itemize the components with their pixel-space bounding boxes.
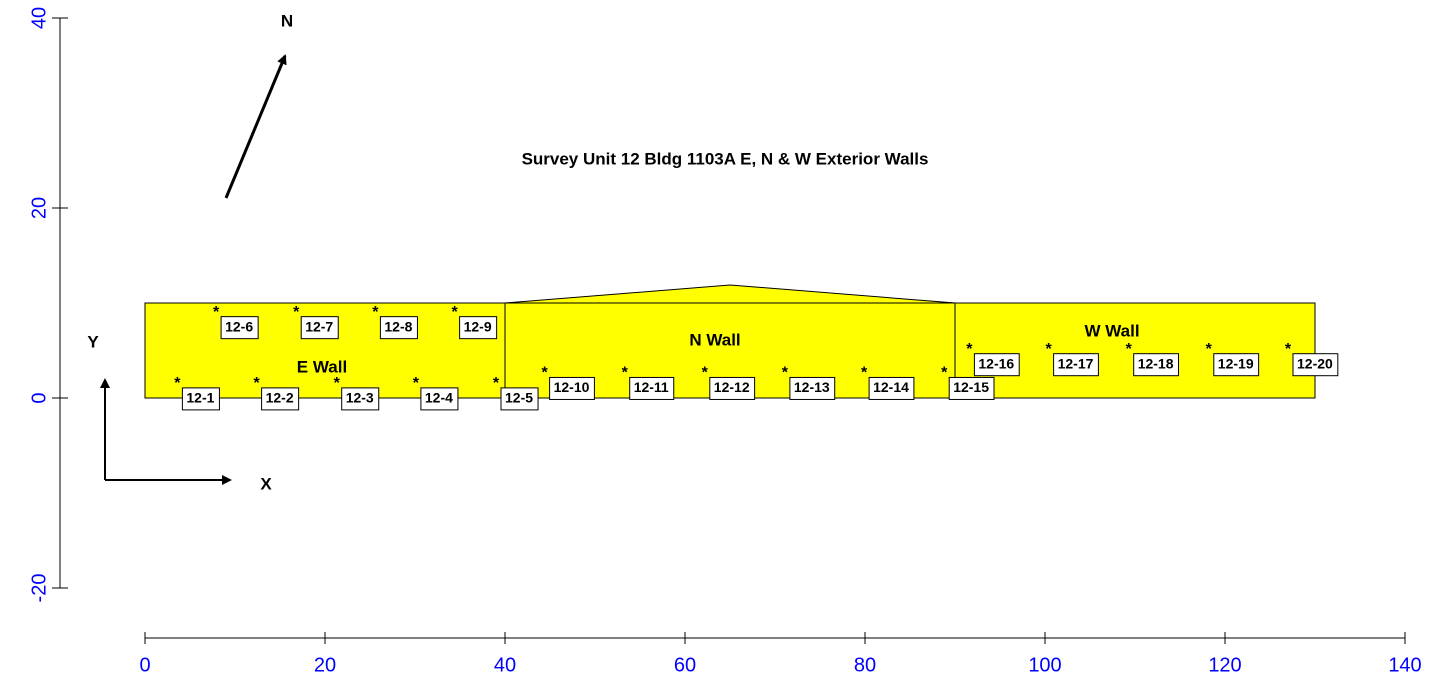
point-label-box <box>868 376 915 400</box>
point-label: 12-18 <box>1138 355 1174 371</box>
survey-point: * <box>1045 341 1052 358</box>
y-axis-label: Y <box>87 332 99 351</box>
y-tick-label: 40 <box>28 7 50 29</box>
survey-point: * <box>782 365 789 382</box>
point-label-box <box>1292 353 1339 377</box>
x-tick-label: 60 <box>674 654 696 676</box>
point-label-box <box>500 387 539 411</box>
point-label: 12-15 <box>953 379 989 395</box>
point-label: 12-6 <box>225 318 253 334</box>
x-tick-label: 120 <box>1208 654 1241 676</box>
point-label: 12-19 <box>1218 355 1254 371</box>
survey-point: * <box>213 304 220 321</box>
survey-point: * <box>702 365 709 382</box>
point-label: 12-14 <box>873 379 909 395</box>
wall-label: N Wall <box>689 330 740 349</box>
point-label: 12-2 <box>266 390 294 406</box>
survey-point: * <box>413 375 420 392</box>
point-label: 12-9 <box>464 318 492 334</box>
survey-point: * <box>451 304 458 321</box>
survey-point: * <box>334 375 341 392</box>
point-label-box <box>181 387 220 411</box>
point-label-box <box>1053 353 1099 377</box>
point-label-box <box>1133 353 1180 377</box>
survey-point: * <box>622 365 629 382</box>
point-label-box <box>300 316 339 340</box>
survey-point: * <box>941 365 948 382</box>
point-label: 12-5 <box>505 390 533 406</box>
point-label-box <box>459 316 498 340</box>
north-arrow <box>224 54 287 199</box>
point-label: 12-4 <box>425 390 453 406</box>
point-label-box <box>261 387 300 411</box>
x-tick-label: 80 <box>854 654 876 676</box>
x-axis-label: X <box>260 474 272 493</box>
point-label: 12-7 <box>305 318 333 334</box>
x-tick-label: 0 <box>139 654 150 676</box>
point-label: 12-3 <box>346 390 374 406</box>
survey-point: * <box>1206 341 1213 358</box>
survey-point: * <box>293 304 300 321</box>
survey-point: * <box>372 304 379 321</box>
point-label: 12-17 <box>1058 355 1094 371</box>
point-label-box <box>220 316 259 340</box>
y-tick-label: 20 <box>28 197 50 219</box>
x-tick-label: 20 <box>314 654 336 676</box>
point-label: 12-1 <box>186 390 214 406</box>
survey-point: * <box>1126 341 1133 358</box>
point-label-box <box>341 387 380 411</box>
point-label-box <box>709 376 756 400</box>
wall-label: E Wall <box>297 357 347 376</box>
point-label: 12-8 <box>384 318 412 334</box>
compass-label: N <box>281 11 293 30</box>
survey-point: * <box>541 365 548 382</box>
point-label: 12-11 <box>634 379 669 395</box>
wall <box>954 302 1316 399</box>
point-label-box <box>1213 353 1260 377</box>
point-label: 12-12 <box>714 379 750 395</box>
x-tick-label: 100 <box>1028 654 1061 676</box>
point-label-box <box>948 376 995 400</box>
survey-point: * <box>174 375 181 392</box>
x-tick-label: 140 <box>1388 654 1421 676</box>
point-label-box <box>629 376 675 400</box>
point-label-box <box>420 387 459 411</box>
point-label-box <box>789 376 836 400</box>
survey-point: * <box>966 341 973 358</box>
point-label: 12-13 <box>794 379 830 395</box>
survey-point: * <box>253 375 260 392</box>
wall-label: W Wall <box>1084 321 1139 340</box>
y-tick-label: -20 <box>28 574 50 603</box>
x-tick-label: 40 <box>494 654 516 676</box>
y-tick-label: 0 <box>28 392 50 403</box>
survey-point: * <box>861 365 868 382</box>
survey-point: * <box>493 375 500 392</box>
point-label: 12-16 <box>978 355 1014 371</box>
point-label-box <box>379 316 418 340</box>
survey-point: * <box>1285 341 1292 358</box>
point-label: 12-20 <box>1297 355 1333 371</box>
point-label-box <box>973 353 1020 377</box>
chart-title: Survey Unit 12 Bldg 1103A E, N & W Exter… <box>522 149 929 168</box>
point-label: 12-10 <box>554 379 590 395</box>
point-label-box <box>549 376 595 400</box>
